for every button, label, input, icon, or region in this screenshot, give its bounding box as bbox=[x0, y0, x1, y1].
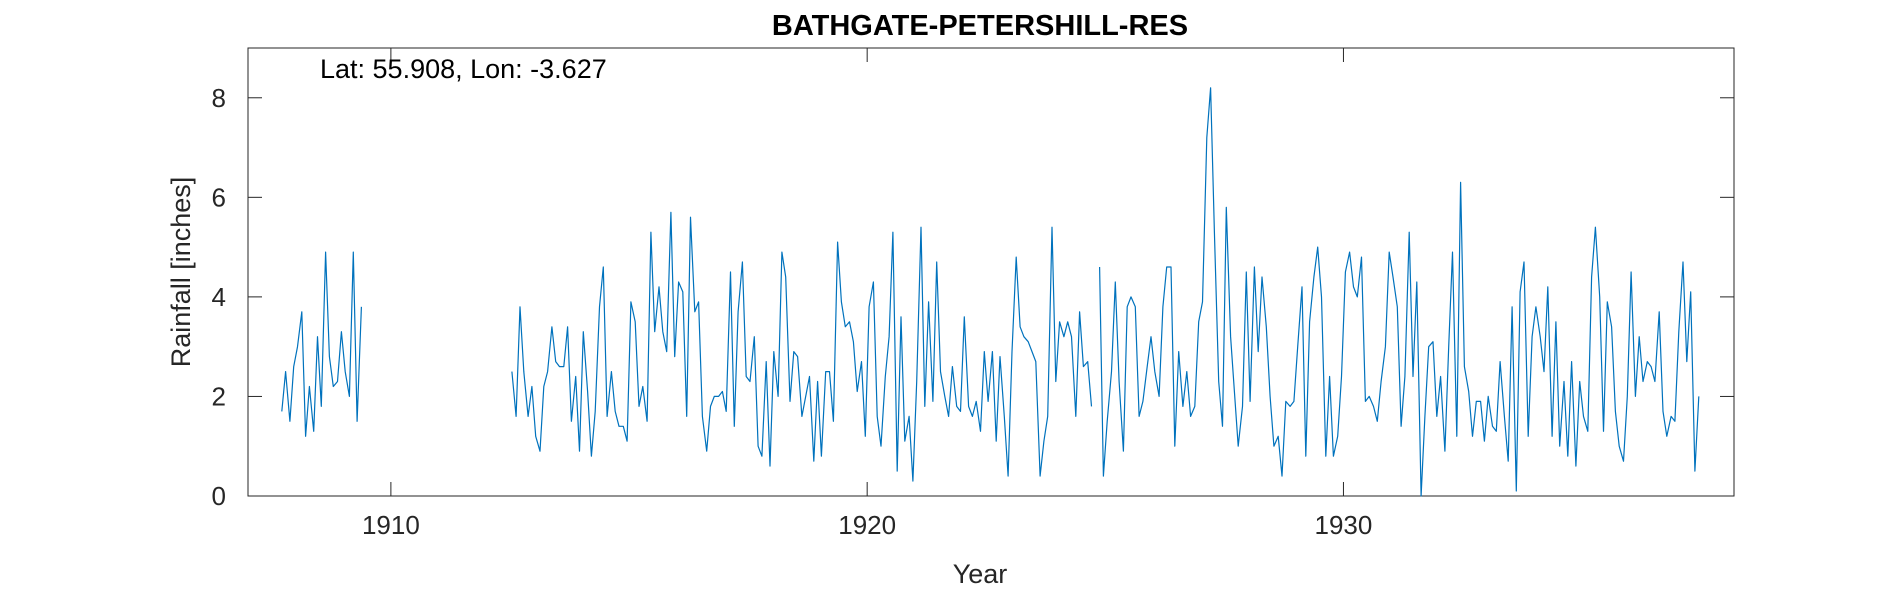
rainfall-series-line-segment-2 bbox=[511, 211, 1093, 482]
y-tick-label: 4 bbox=[212, 282, 226, 312]
y-tick-label: 2 bbox=[212, 381, 226, 411]
y-axis-label: Rainfall [inches] bbox=[166, 177, 196, 368]
series-layer bbox=[281, 87, 1700, 497]
x-tick-label: 1910 bbox=[362, 510, 420, 540]
y-tick-label: 6 bbox=[212, 182, 226, 212]
x-tick-label: 1930 bbox=[1315, 510, 1373, 540]
location-annotation: Lat: 55.908, Lon: -3.627 bbox=[320, 54, 607, 84]
y-tick-label: 0 bbox=[212, 481, 226, 511]
chart-title: BATHGATE-PETERSHILL-RES bbox=[772, 10, 1188, 42]
rainfall-series-line-segment-1 bbox=[281, 251, 362, 437]
x-axis-label: Year bbox=[953, 559, 1008, 589]
plot-frame bbox=[247, 47, 1735, 497]
x-tick-label: 1920 bbox=[838, 510, 896, 540]
y-tick-label: 8 bbox=[212, 83, 226, 113]
axes-layer: 1910 1920 1930 0 2 4 6 8 bbox=[212, 48, 1734, 540]
rainfall-series-line-segment-3 bbox=[1099, 87, 1700, 497]
plot-area: 1910 1920 1930 0 2 4 6 8 bbox=[212, 47, 1735, 540]
